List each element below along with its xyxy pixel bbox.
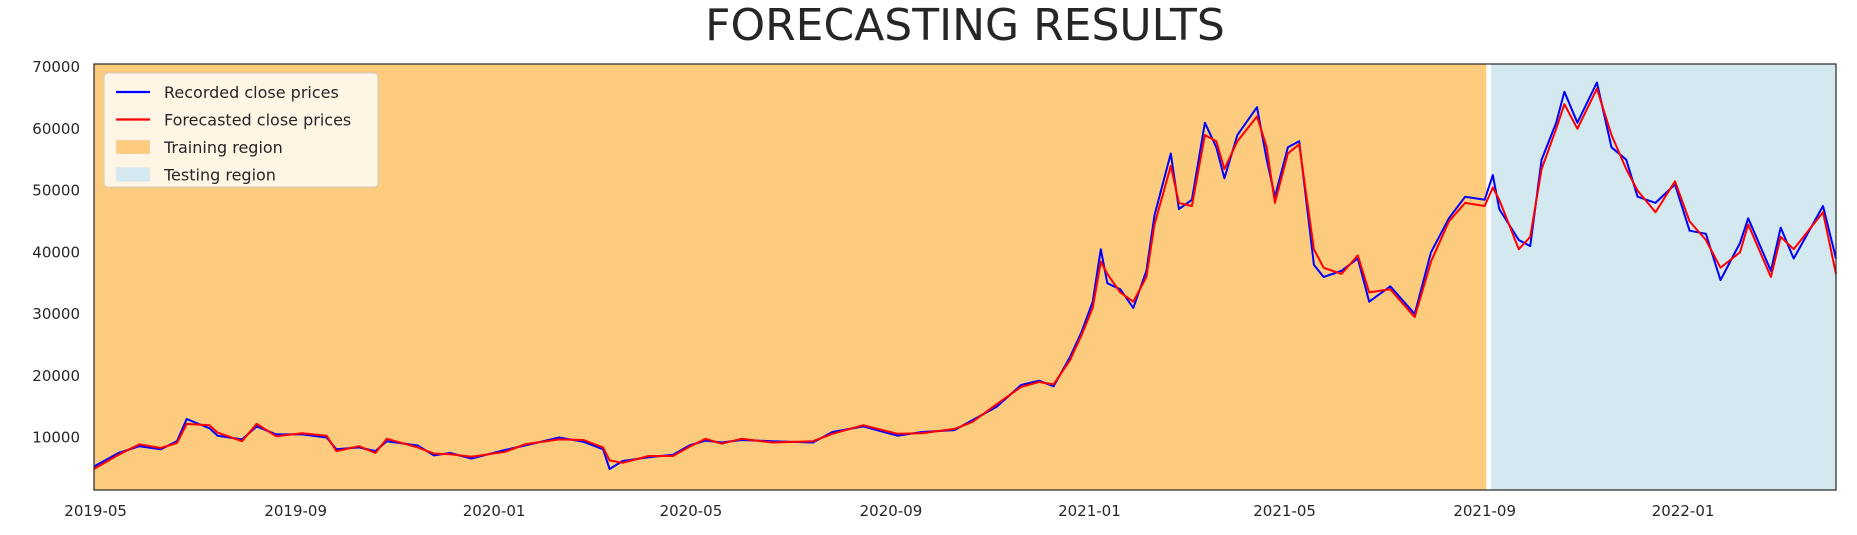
x-tick-label: 2019-09 <box>264 502 327 520</box>
recorded-close-prices-line <box>93 81 1837 470</box>
x-tick-label: 2020-01 <box>463 502 526 520</box>
testing-region-area <box>1491 64 1836 490</box>
x-tick-label: 2020-09 <box>860 502 923 520</box>
y-tick-label: 70000 <box>32 58 80 76</box>
y-axis: 10000 20000 30000 40000 50000 60000 70000 <box>32 58 80 446</box>
legend: Recorded close prices Forecasted close pr… <box>103 72 379 188</box>
legend-box <box>103 72 379 188</box>
y-tick-label: 60000 <box>32 120 80 138</box>
y-tick-label: 50000 <box>32 182 80 200</box>
x-tick-label: 2021-09 <box>1453 502 1516 520</box>
y-tick-label: 10000 <box>32 429 80 447</box>
legend-label-forecasted-close-prices: Forecasted close prices <box>164 111 351 130</box>
x-tick-label: 2021-05 <box>1253 502 1316 520</box>
legend-label-testing-region: Testing region <box>163 166 276 185</box>
y-tick-label: 40000 <box>32 243 80 261</box>
legend-label-training-region: Training region <box>163 138 283 157</box>
chart-title: FORECASTING RESULTS <box>705 0 1225 51</box>
x-axis: 2019-05 2019-09 2020-01 2020-05 2020-09 2021-… <box>64 502 1714 520</box>
forecasted-close-prices-line <box>93 87 1837 470</box>
legend-swatch-training-region <box>115 139 151 155</box>
x-tick-label: 2019-05 <box>64 502 127 520</box>
series-layer <box>93 81 1837 470</box>
x-tick-label: 2022-01 <box>1652 502 1715 520</box>
x-tick-label: 2020-05 <box>660 502 723 520</box>
x-tick-label: 2021-01 <box>1058 502 1121 520</box>
plot-frame <box>93 63 1837 491</box>
y-tick-label: 20000 <box>32 367 80 385</box>
legend-swatch-testing-region <box>115 167 151 182</box>
y-tick-label: 30000 <box>32 305 80 323</box>
legend-label-recorded-close-prices: Recorded close prices <box>164 83 339 102</box>
